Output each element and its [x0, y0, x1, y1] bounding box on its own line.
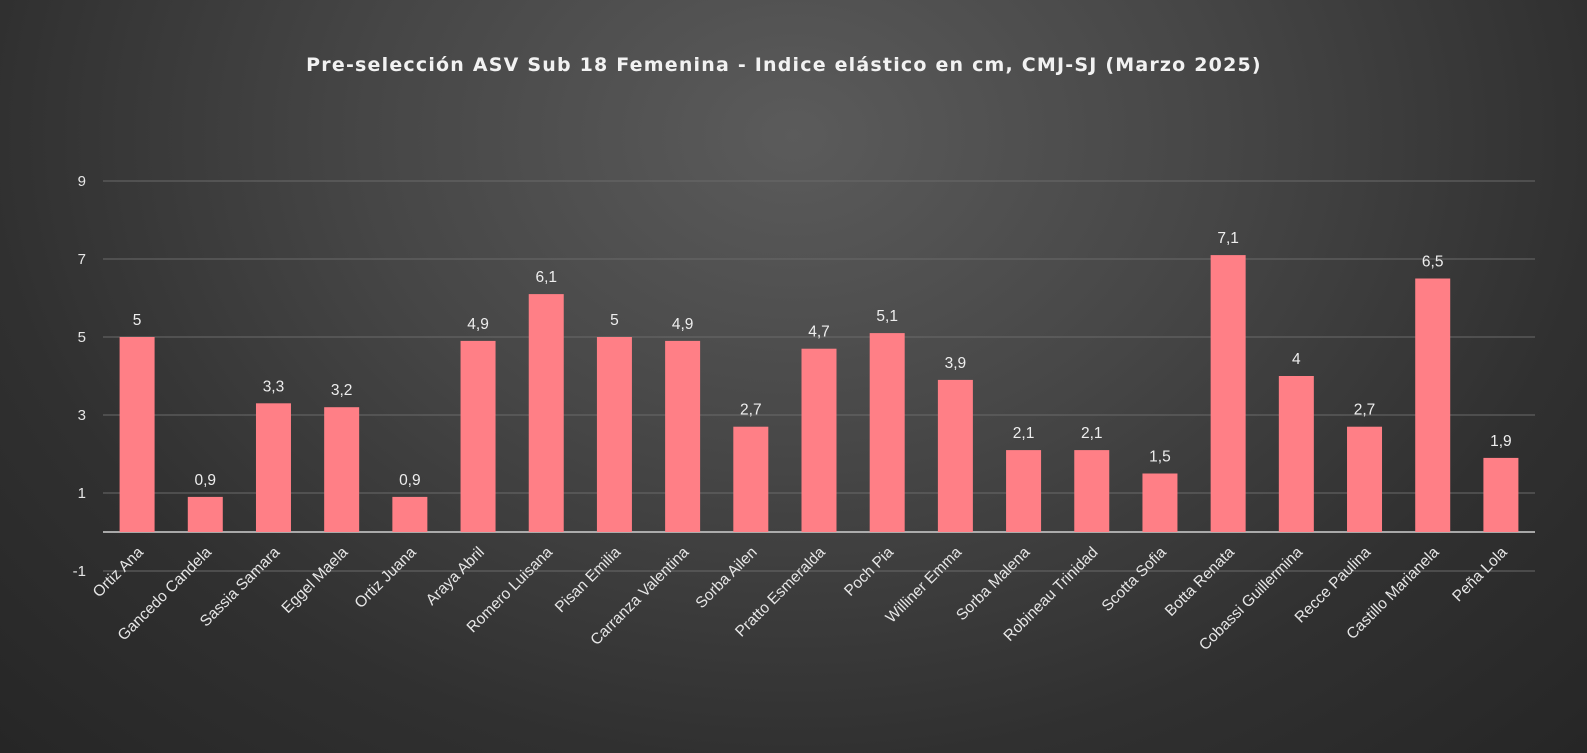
x-tick-label: Peña Lola: [1449, 544, 1511, 606]
x-tick-label: Ortiz Ana: [90, 544, 147, 601]
bar: [1278, 376, 1314, 532]
bar: [1415, 278, 1451, 532]
data-label: 0,9: [195, 472, 217, 489]
bar: [869, 333, 905, 532]
data-label: 6,1: [535, 269, 557, 286]
bar: [324, 407, 360, 532]
x-tick-label: Scotta Sofia: [1099, 544, 1170, 615]
data-label: 2,1: [1081, 425, 1103, 442]
data-label: 2,7: [1354, 402, 1376, 419]
bar: [596, 337, 632, 532]
bar: [1006, 450, 1042, 532]
x-tick-label: Araya Abril: [423, 544, 488, 609]
bar: [528, 294, 564, 532]
bar: [1142, 473, 1178, 532]
data-label: 5: [133, 312, 142, 329]
data-label: 3,2: [331, 382, 353, 399]
bar: [119, 337, 155, 532]
data-label: 0,9: [399, 472, 421, 489]
y-tick-label: 7: [78, 251, 86, 268]
y-tick-label: 1: [78, 485, 86, 502]
chart-title: Pre-selección ASV Sub 18 Femenina - Indi…: [306, 54, 1262, 76]
y-tick-label: 9: [78, 173, 86, 190]
bar: [801, 348, 837, 532]
x-tick-label: Sorba Ailen: [693, 544, 761, 612]
data-label: 6,5: [1422, 254, 1444, 271]
bar: [187, 496, 223, 532]
bar: [733, 426, 769, 532]
data-labels: 5 0,9 3,3 3,2 0,9 4,9 6,1 5 4,9 2,7 4,7 5,1 3,9 2,1 2,…: [133, 230, 1512, 489]
bar: [665, 340, 701, 532]
data-label: 5: [610, 312, 619, 329]
data-label: 4,9: [467, 316, 489, 333]
bar: [392, 496, 428, 532]
x-tick-label: Eggel Maela: [279, 544, 352, 617]
x-tick-label: Poch Pia: [841, 544, 897, 600]
data-label: 1,9: [1490, 433, 1512, 450]
bar: [937, 379, 973, 532]
bar: [1483, 457, 1519, 532]
bar: [460, 340, 496, 532]
data-label: 5,1: [876, 308, 898, 325]
data-label: 4,9: [672, 316, 694, 333]
y-tick-label: -1: [73, 563, 86, 580]
x-tick-label: Botta Renata: [1162, 544, 1238, 620]
y-axis: -1 1 3 5 7 9: [73, 173, 86, 580]
bar: [1074, 450, 1110, 532]
y-tick-label: 5: [78, 329, 86, 346]
data-label: 4,7: [808, 324, 830, 341]
data-label: 4: [1292, 351, 1301, 368]
bars: [119, 255, 1519, 532]
data-label: 2,1: [1013, 425, 1035, 442]
bar: [1210, 255, 1246, 532]
bar: [255, 403, 291, 532]
x-tick-label: Pisan Emilia: [552, 544, 625, 617]
data-label: 2,7: [740, 402, 762, 419]
bar: [1347, 426, 1383, 532]
data-label: 1,5: [1149, 449, 1171, 466]
data-label: 3,9: [945, 355, 967, 372]
data-label: 7,1: [1217, 230, 1239, 247]
x-tick-label: Ortiz Juana: [352, 544, 420, 612]
y-tick-label: 3: [78, 407, 86, 424]
data-label: 3,3: [263, 378, 285, 395]
